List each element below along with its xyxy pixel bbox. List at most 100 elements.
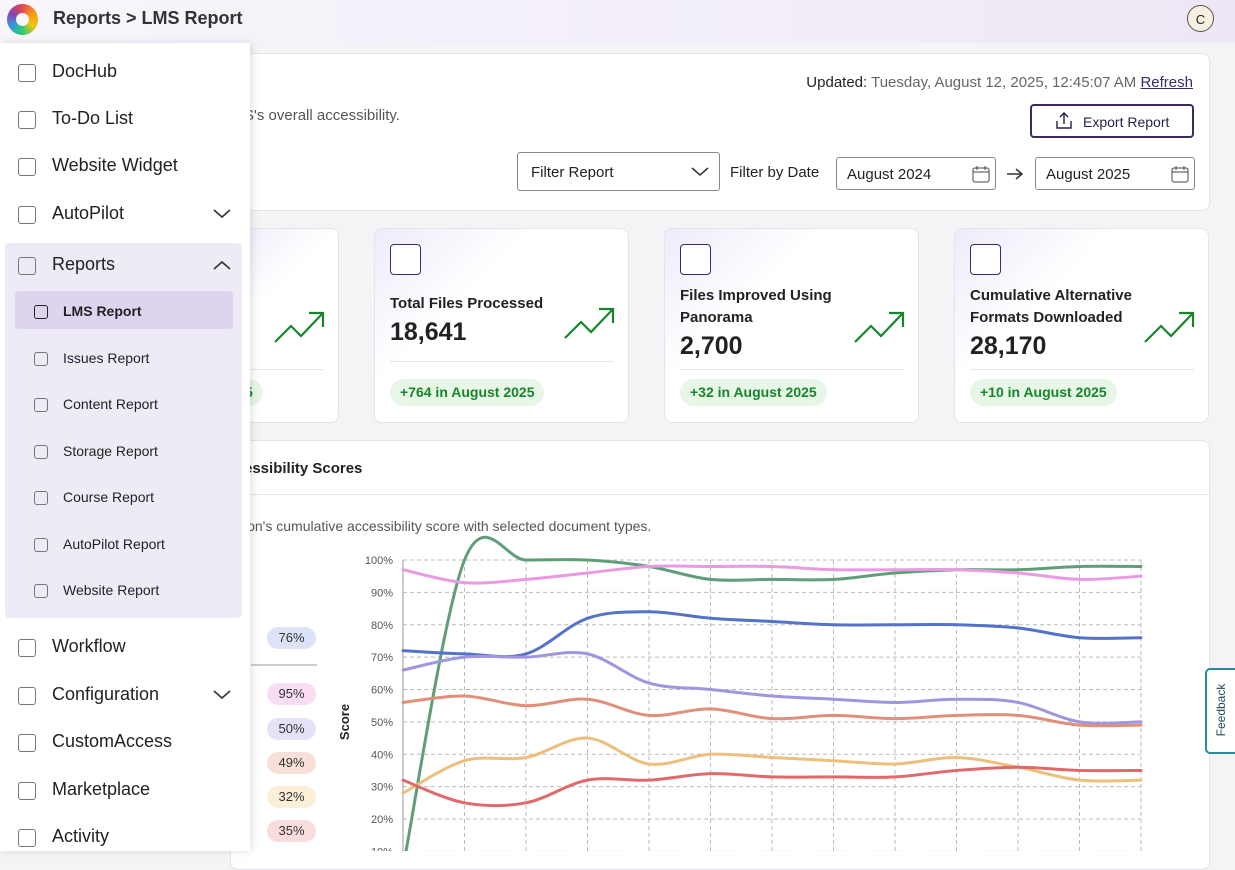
card-value: 2,700 <box>680 332 743 360</box>
nav-label: AutoPilot Report <box>63 536 165 552</box>
badge-underline <box>251 664 317 666</box>
series-line <box>401 694 1143 728</box>
card-title: Total Files Processed <box>390 295 544 312</box>
chevron <box>213 260 231 270</box>
trend-icon <box>274 311 325 343</box>
chart-panel: essibility Scores ion's cumulative acces… <box>230 440 1210 870</box>
divider <box>390 361 614 362</box>
nav-item[interactable]: Marketplace <box>10 774 238 806</box>
nav-icon <box>34 352 48 366</box>
subtitle: S's overall accessibility. <box>244 107 400 124</box>
nav-item[interactable]: Storage Report <box>10 435 238 467</box>
score-badge: 49% <box>267 752 316 774</box>
nav-icon <box>18 639 36 657</box>
refresh-link[interactable]: Refresh <box>1140 74 1193 91</box>
nav-icon <box>18 829 36 847</box>
nav-icon <box>34 305 48 319</box>
series-line <box>401 564 1143 585</box>
score-badge: 76% <box>267 627 316 649</box>
nav-item[interactable]: Content Report <box>10 388 238 420</box>
nav-icon <box>18 734 36 752</box>
filter-date-label: Filter by Date <box>730 164 820 181</box>
nav-item[interactable]: Website Report <box>10 574 238 606</box>
toolbar-card: Updated: Tuesday, August 12, 2025, 12:45… <box>230 53 1210 211</box>
card-value: 28,170 <box>970 332 1047 360</box>
nav-item[interactable]: Configuration <box>10 679 238 711</box>
trend-icon <box>564 307 615 339</box>
avatar[interactable]: C <box>1187 5 1214 32</box>
divider <box>231 369 324 370</box>
nav-label: Content Report <box>63 396 158 412</box>
feedback-tab[interactable]: Feedback <box>1205 668 1235 754</box>
y-axis-label: Score <box>337 704 352 740</box>
nav-label: Reports <box>52 254 116 274</box>
nav-item[interactable]: Workflow <box>10 631 238 663</box>
stat-card: +764 in August 2025 Total Files Processed… <box>374 228 629 423</box>
score-badge: 32% <box>267 786 316 808</box>
arrow-icon <box>1007 168 1024 180</box>
nav-item[interactable]: DocHub <box>10 56 238 88</box>
nav-label: To-Do List <box>52 108 134 128</box>
nav-label: Activity <box>52 826 110 846</box>
export-button[interactable]: Export Report <box>1030 104 1194 138</box>
nav-label: AutoPilot <box>52 203 125 223</box>
nav-item[interactable]: Course Report <box>10 481 238 513</box>
nav-label: CustomAccess <box>52 731 173 751</box>
calendar-icon <box>1171 166 1189 183</box>
nav-icon <box>18 64 36 82</box>
nav-label: Storage Report <box>63 443 158 459</box>
nav-label: Website Widget <box>52 155 178 175</box>
selected-item <box>15 291 233 329</box>
nav-label: Configuration <box>52 684 160 704</box>
filter-select[interactable]: Filter Report <box>517 152 720 191</box>
nav-icon <box>18 158 36 176</box>
chart: 10% 20% 30% 40% 50% 60% 70% 80% 90% 100% Score <box>337 535 1143 851</box>
date-from-value: August 2024 <box>847 166 932 183</box>
card-text: Total Files Processed 18,641 <box>390 293 565 347</box>
export-label: Export Report <box>1083 114 1170 130</box>
card-icon <box>970 244 1001 275</box>
top-bar: Reports > LMS Report C <box>0 0 1235 43</box>
breadcrumb: Reports > LMS Report <box>53 8 243 28</box>
y-tick-label: 30% <box>371 782 393 794</box>
nav-item[interactable]: CustomAccess <box>10 726 238 758</box>
card-title: Files Improved Using Panorama <box>680 287 832 326</box>
y-tick-label: 60% <box>371 685 393 697</box>
nav-icon <box>34 398 48 412</box>
panel-description: ion's cumulative accessibility score wit… <box>244 518 652 534</box>
y-tick-label: 70% <box>371 652 393 664</box>
card-icon <box>680 244 711 275</box>
delta-pill: +10 in August 2025 <box>970 379 1117 406</box>
score-badge: 95% <box>267 683 316 705</box>
filter-label: Filter Report <box>531 164 614 181</box>
trend-icon <box>1144 311 1195 343</box>
panel-title: essibility Scores <box>244 460 363 477</box>
y-tick-label: 40% <box>371 749 393 761</box>
nav-label: Course Report <box>63 489 155 505</box>
nav-item[interactable]: LMS Report <box>10 295 238 327</box>
nav-item[interactable]: Reports <box>10 249 238 281</box>
nav-icon <box>34 491 48 505</box>
calendar-icon <box>972 166 990 183</box>
nav-label: Marketplace <box>52 779 151 799</box>
nav-item[interactable]: AutoPilot <box>10 198 238 230</box>
date-to[interactable]: August 2025 <box>1035 157 1195 190</box>
y-tick-label: 20% <box>371 814 393 826</box>
y-tick-label: 10% <box>371 846 393 851</box>
nav-label: Workflow <box>52 636 126 656</box>
y-tick-label: 100% <box>365 555 393 567</box>
nav-item[interactable]: To-Do List <box>10 103 238 135</box>
nav-item[interactable]: Activity <box>10 821 238 853</box>
nav-icon <box>18 111 36 129</box>
nav-item[interactable]: Website Widget <box>10 150 238 182</box>
delta-pill: +32 in August 2025 <box>680 379 827 406</box>
nav-label: LMS Report <box>63 303 142 319</box>
nav-icon <box>18 257 36 275</box>
nav-item[interactable]: Issues Report <box>10 342 238 374</box>
date-from[interactable]: August 2024 <box>836 157 996 190</box>
nav-icon <box>18 782 36 800</box>
nav-item[interactable]: AutoPilot Report <box>10 528 238 560</box>
updated: Updated: Tuesday, August 12, 2025, 12:45… <box>806 74 1193 91</box>
nav-label: Website Report <box>63 582 160 598</box>
